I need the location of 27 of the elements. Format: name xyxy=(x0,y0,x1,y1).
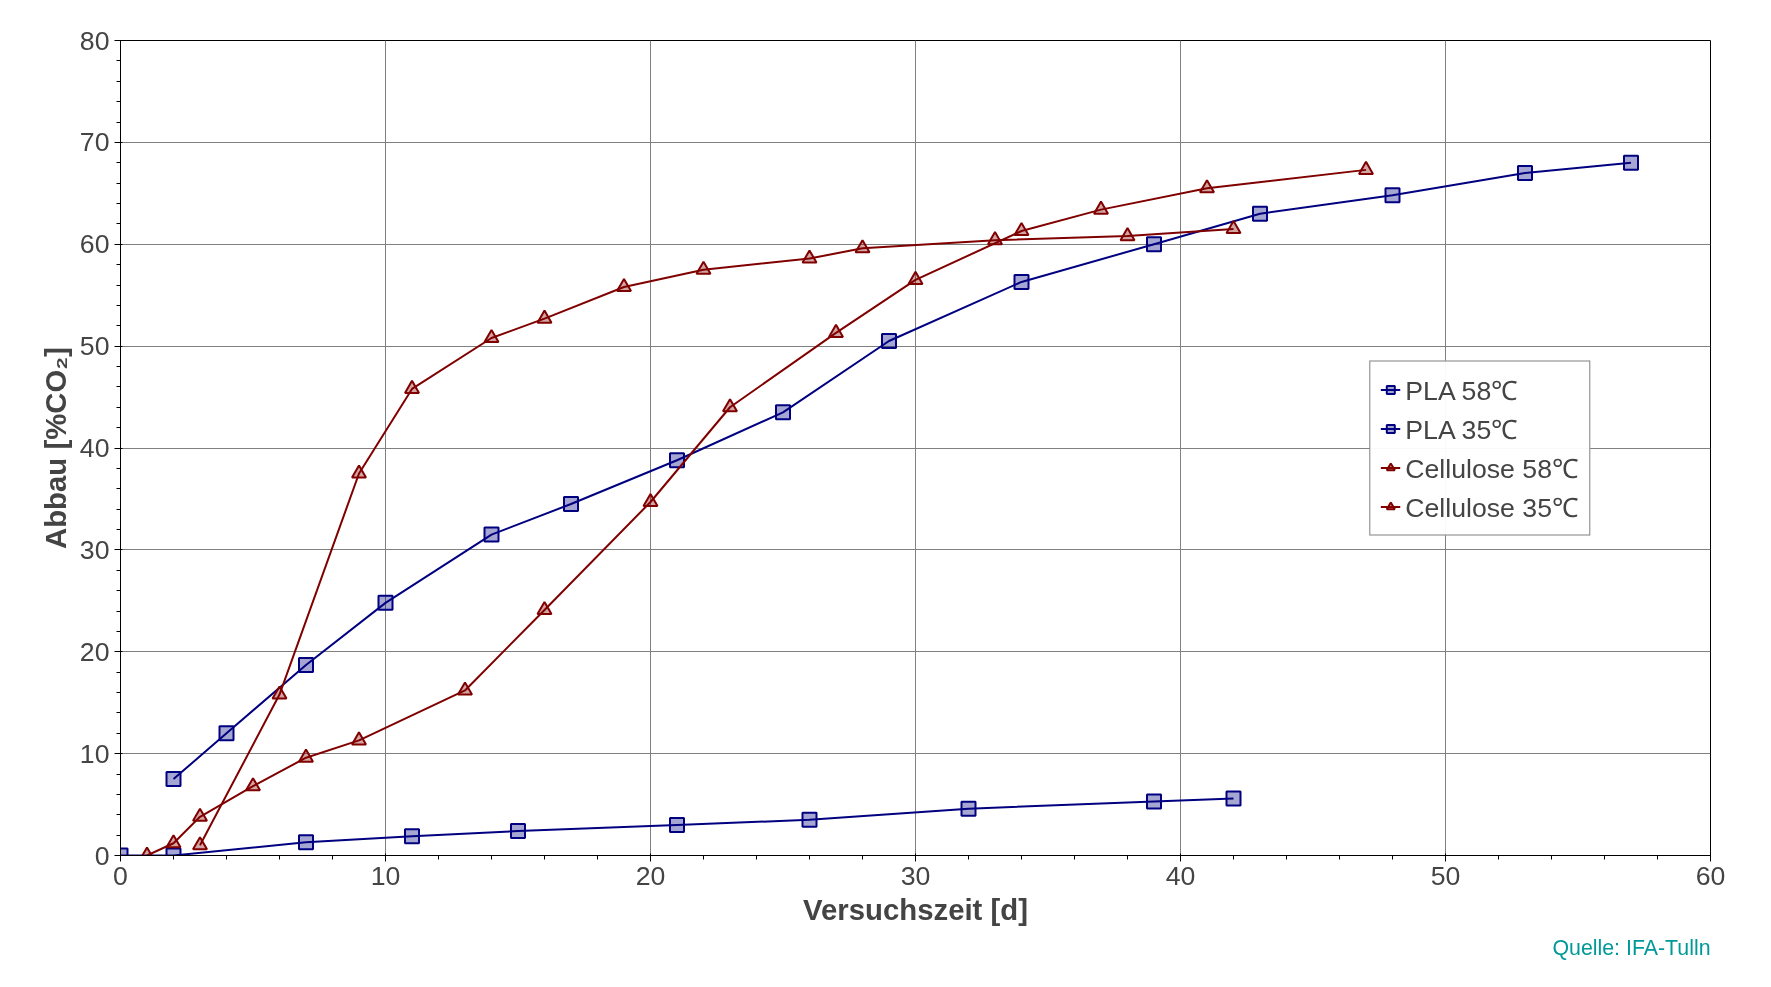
point xyxy=(1225,219,1242,235)
y-tick-label: 10 xyxy=(79,738,110,769)
y-tick-label: 80 xyxy=(79,25,110,56)
y-tick-label: 30 xyxy=(79,534,110,565)
x-tick-label: 10 xyxy=(370,860,401,891)
legend-label: PLA 58℃ xyxy=(1405,374,1519,407)
x-tick-label: 50 xyxy=(1430,860,1461,891)
y-tick-label: 70 xyxy=(79,127,110,158)
source-note: Quelle: IFA-Tulln xyxy=(1552,935,1711,960)
x-tick-label: 40 xyxy=(1165,860,1196,891)
x-tick-label: 60 xyxy=(1695,860,1726,891)
legend-label: Cellulose 35℃ xyxy=(1405,491,1579,524)
y-tick-label: 0 xyxy=(94,840,110,871)
x-tick-label: 30 xyxy=(900,860,931,891)
y-tick-label: 50 xyxy=(79,331,110,362)
legend-label: PLA 35℃ xyxy=(1405,413,1519,446)
y-tick-label: 40 xyxy=(79,433,110,463)
x-axis-title: Versuchszeit [d] xyxy=(803,892,1028,926)
point xyxy=(1358,160,1374,175)
y-axis-title: Abbau [%CO₂] xyxy=(38,346,72,550)
legend-label: Cellulose 58℃ xyxy=(1405,452,1579,485)
y-tick-label: 60 xyxy=(79,229,110,260)
x-tick-label: 20 xyxy=(635,860,666,891)
point xyxy=(1623,154,1639,171)
point xyxy=(165,771,182,788)
point xyxy=(1225,790,1242,807)
y-tick-label: 20 xyxy=(79,636,110,667)
